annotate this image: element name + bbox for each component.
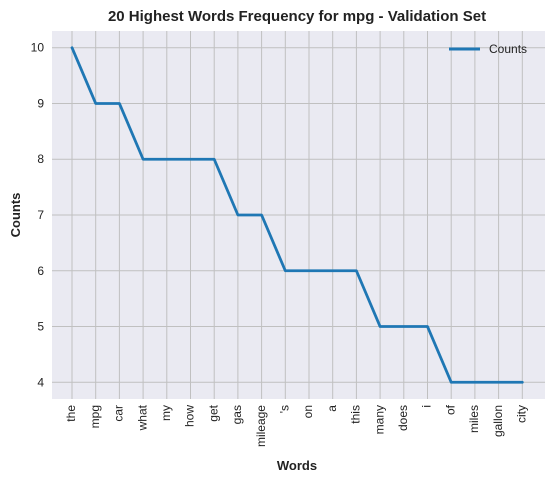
x-tick-label: 's [277, 405, 291, 413]
data-point [473, 381, 476, 384]
x-axis-ticks: the mpg car what my how get gas mileage 's on a this… [64, 404, 528, 447]
x-axis-label: Words [277, 458, 317, 473]
data-point [94, 102, 97, 105]
x-tick-label: miles [467, 405, 481, 433]
x-tick-label: this [349, 405, 363, 424]
data-point [284, 269, 287, 272]
x-tick-label: a [325, 405, 339, 412]
x-tick-label: i [420, 405, 434, 408]
x-tick-label: mileage [254, 405, 268, 447]
y-tick-label: 10 [31, 41, 45, 55]
x-tick-label: what [135, 404, 149, 431]
data-point [378, 325, 381, 328]
data-point [260, 213, 263, 216]
x-tick-label: the [64, 405, 78, 422]
data-point [213, 158, 216, 161]
x-tick-label: does [396, 405, 410, 431]
series-layer [70, 46, 524, 384]
data-point [355, 269, 358, 272]
x-tick-label: my [159, 405, 173, 421]
x-tick-label: mpg [88, 405, 102, 428]
data-point [426, 325, 429, 328]
data-point [118, 102, 121, 105]
grid-lines [52, 31, 545, 399]
data-point [141, 158, 144, 161]
y-tick-label: 5 [37, 320, 44, 334]
data-point [189, 158, 192, 161]
data-point [402, 325, 405, 328]
chart-title: 20 Highest Words Frequency for mpg - Val… [108, 8, 486, 25]
data-point [450, 381, 453, 384]
data-point [236, 213, 239, 216]
y-tick-label: 4 [37, 375, 44, 389]
x-tick-label: gallon [491, 405, 505, 437]
x-tick-label: get [206, 404, 220, 421]
y-tick-label: 9 [37, 96, 44, 110]
x-tick-label: on [301, 405, 315, 418]
data-point [307, 269, 310, 272]
x-tick-label: of [443, 404, 457, 415]
x-tick-label: city [514, 405, 528, 423]
x-tick-label: many [372, 405, 386, 434]
x-tick-label: how [183, 405, 197, 427]
data-point [331, 269, 334, 272]
data-point [521, 381, 524, 384]
legend-label: Counts [489, 42, 527, 56]
y-tick-label: 8 [37, 152, 44, 166]
y-axis-label: Counts [8, 193, 23, 238]
x-tick-label: gas [230, 405, 244, 424]
x-tick-label: car [112, 405, 126, 422]
y-axis-ticks: 4 5 6 7 8 9 10 [31, 41, 45, 390]
series-line [70, 46, 524, 384]
legend: Counts [449, 42, 527, 56]
y-tick-label: 7 [37, 208, 44, 222]
y-tick-label: 6 [37, 264, 44, 278]
data-point [70, 46, 73, 49]
data-point [497, 381, 500, 384]
data-point [165, 158, 168, 161]
